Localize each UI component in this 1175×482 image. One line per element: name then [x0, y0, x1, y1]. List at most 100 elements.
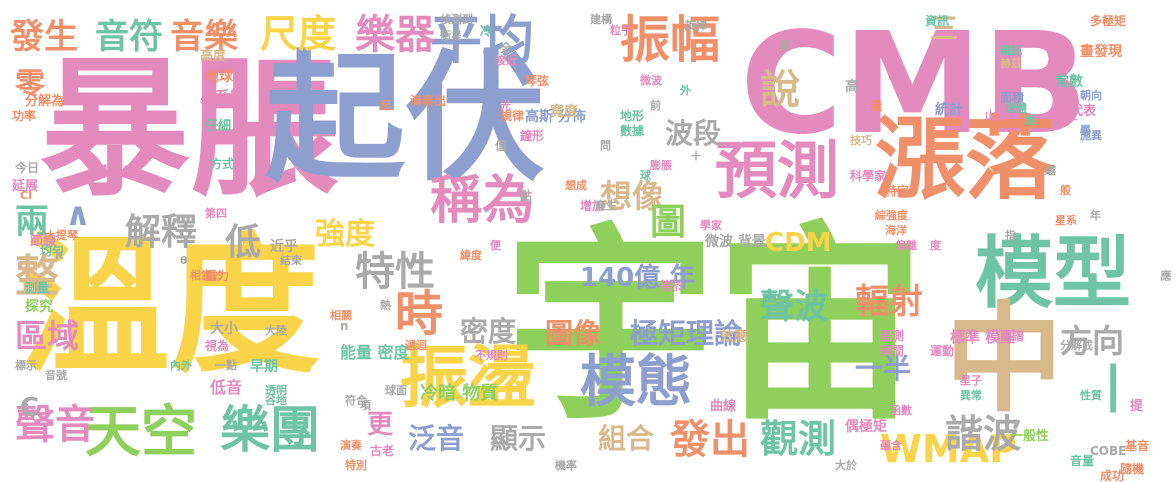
cloud-word: 山脈: [985, 109, 1007, 122]
cloud-word: COBE: [1090, 444, 1127, 458]
cloud-word: 增加: [580, 199, 605, 213]
cloud-word: 蘊含: [880, 439, 902, 452]
cloud-word: 觀測: [760, 417, 837, 461]
cloud-word: 學家: [700, 219, 722, 232]
cloud-word: θ: [180, 254, 188, 267]
cloud-word: ＋: [690, 149, 703, 163]
cloud-word: 稱為: [430, 171, 535, 231]
cloud-word: 首度: [1055, 94, 1077, 107]
cloud-word: 度: [930, 239, 941, 252]
cloud-word: 低音: [210, 378, 243, 397]
cloud-word: 一般性: [1010, 429, 1050, 444]
cloud-word: 朝向: [1080, 89, 1102, 102]
cloud-word: 標準 模型: [950, 328, 1016, 346]
cloud-word: 曲線: [710, 399, 737, 414]
cloud-word: 音符: [95, 17, 163, 57]
cloud-word: 全: [500, 41, 513, 55]
cloud-word: 資訊: [925, 14, 950, 28]
cloud-word: 產生: [595, 199, 617, 212]
cloud-word: 粒子: [610, 24, 632, 37]
cloud-word: n: [340, 319, 349, 333]
cloud-word: 音量: [1070, 454, 1095, 468]
cloud-word: 高: [845, 79, 859, 95]
cloud-word: 效應: [720, 329, 748, 345]
cloud-word: 大提琴: [45, 229, 78, 242]
cloud-word: 異常: [960, 389, 982, 402]
cloud-word: 輻射: [855, 282, 923, 322]
cloud-word: 赫茲: [1000, 57, 1022, 70]
cloud-word: 更: [367, 410, 394, 440]
cloud-word: WMAP: [880, 427, 1017, 471]
cloud-word: 想成: [565, 179, 587, 192]
cloud-word: 大小: [210, 321, 238, 337]
cloud-word: 演奏出: [410, 94, 447, 108]
cloud-word: 多極矩: [1090, 14, 1127, 28]
cloud-word: 均勻: [40, 244, 65, 258]
cloud-word: 科學家: [850, 169, 887, 183]
cloud-word: 地球: [205, 69, 233, 85]
cloud-word: 測量: [25, 281, 50, 295]
cloud-word: 微波 背景: [705, 234, 766, 250]
cloud-word: 相當於: [190, 269, 223, 282]
cloud-word: 特性: [355, 249, 435, 295]
cloud-word: 綜強度: [875, 209, 908, 222]
cloud-word: 微波: [640, 74, 662, 87]
cloud-word: 圖像: [545, 317, 602, 350]
cloud-word: 振幅: [620, 11, 720, 69]
cloud-word: 星系: [1055, 214, 1077, 227]
cloud-word: 尺度: [260, 12, 337, 56]
cloud-word: 問: [600, 139, 611, 152]
cloud-word: 球: [640, 169, 651, 182]
cloud-word: 功率: [12, 109, 37, 123]
cloud-word: 音號: [45, 369, 67, 382]
cloud-word: 顯示: [490, 422, 547, 455]
cloud-word: 第四: [205, 207, 227, 220]
cloud-word: 泛音: [408, 422, 465, 455]
cloud-word: 低: [225, 222, 262, 263]
cloud-word: 波段: [665, 117, 722, 150]
cloud-word: 零: [15, 67, 45, 102]
cloud-word: 等於: [660, 279, 685, 293]
cloud-word: 運動: [930, 344, 955, 358]
cloud-word: 統計: [935, 102, 963, 118]
cloud-word: 符合: [345, 394, 367, 407]
cloud-word: 透明: [265, 384, 287, 397]
cloud-word: 視為: [205, 339, 230, 353]
cloud-word: 方式: [210, 157, 235, 171]
cloud-word: 演奏: [340, 439, 362, 452]
cloud-word: C: [20, 393, 40, 423]
cloud-word: 指: [1005, 229, 1016, 242]
cloud-word: 項: [360, 399, 371, 412]
cloud-word: 數據: [620, 124, 645, 138]
cloud-word: 冷: [480, 24, 493, 38]
cloud-word: 海洋: [885, 224, 907, 237]
cloud-word: 星子: [960, 374, 982, 387]
cloud-word: 能量 密度: [340, 343, 410, 362]
cloud-word: 聲波: [760, 287, 828, 327]
cloud-word: 振盪: [400, 339, 537, 418]
cloud-word: CDM: [765, 228, 832, 258]
cloud-word: 強度: [315, 217, 375, 252]
cloud-word: 點: [520, 189, 533, 203]
cloud-word: 鐘形: [520, 129, 545, 143]
cloud-word: 暴脹: [40, 43, 341, 217]
cloud-word: 發出: [670, 417, 750, 463]
cloud-word: 學: [1080, 124, 1091, 137]
cloud-word: 琴弦: [525, 74, 550, 88]
cloud-word: 便: [490, 239, 501, 252]
cloud-word: 今日: [15, 161, 40, 175]
cloud-word: 相關: [330, 309, 352, 322]
cloud-word: 衛星: [440, 29, 462, 42]
cloud-word: 仔細: [205, 119, 232, 134]
cloud-word: 谷地: [265, 394, 287, 407]
cloud-word: 時: [395, 286, 444, 342]
cloud-word: 圖: [650, 202, 687, 243]
cloud-word: 函數: [890, 404, 912, 417]
cloud-word: 結束: [280, 254, 302, 267]
cloud-word: 一半: [855, 352, 912, 385]
cloud-word: 宇宙: [505, 204, 926, 449]
cloud-word: 極矩理論: [630, 317, 743, 350]
cloud-word: 聲音: [15, 402, 95, 448]
cloud-word: 寬度: [550, 104, 578, 120]
